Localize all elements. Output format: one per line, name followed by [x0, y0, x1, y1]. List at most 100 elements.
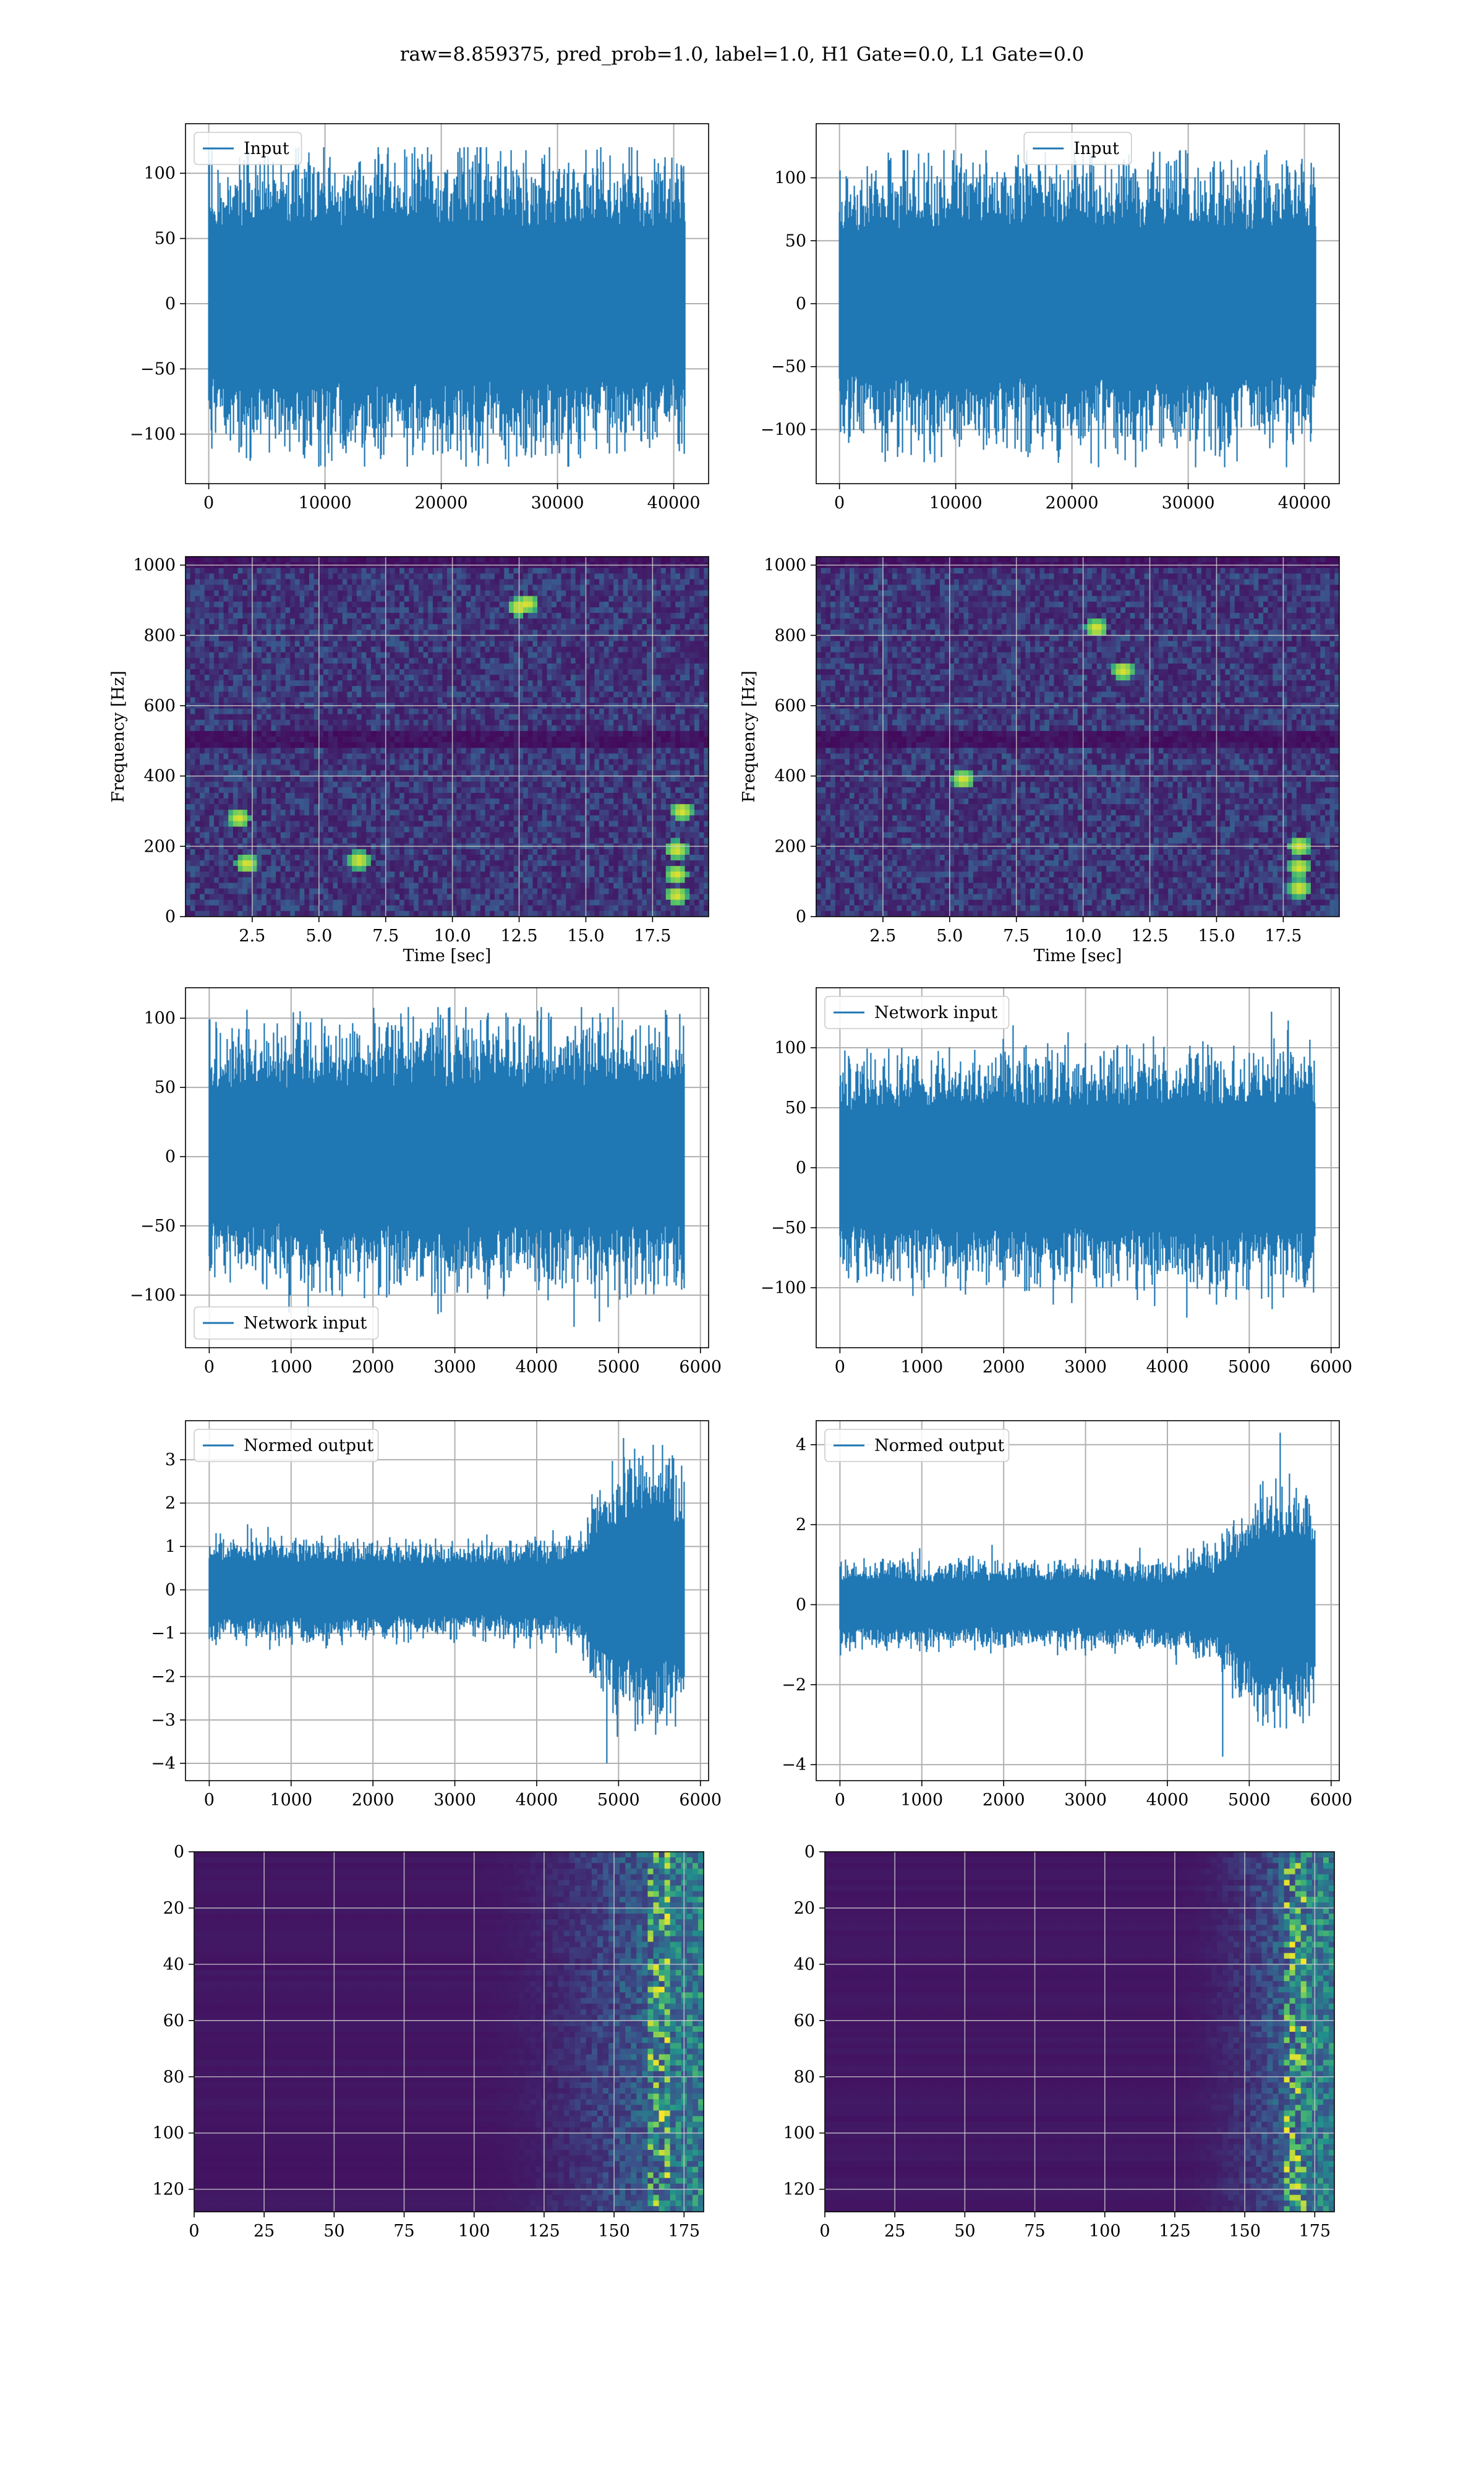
heatmap-cell — [409, 798, 414, 805]
heatmap-cell — [561, 607, 566, 614]
heatmap-cell — [309, 781, 315, 788]
heatmap-cell — [299, 568, 305, 574]
heatmap-cell — [485, 557, 490, 563]
heatmap-cell — [661, 798, 667, 805]
heatmap-cell — [561, 764, 566, 771]
heatmap-cell — [380, 680, 386, 687]
heatmap-cell — [523, 759, 529, 766]
heatmap-cell — [656, 759, 662, 766]
heatmap-cell — [342, 787, 348, 794]
heatmap-cell — [186, 579, 191, 586]
heatmap-cell — [547, 759, 552, 766]
heatmap-cell — [432, 630, 438, 636]
heatmap-cell — [471, 624, 476, 630]
heatmap-cell — [414, 624, 419, 630]
heatmap-cell — [232, 646, 239, 653]
heatmap-cell — [347, 730, 352, 737]
heatmap-cell — [466, 635, 472, 641]
heatmap-cell — [594, 584, 600, 591]
heatmap-cell — [414, 680, 419, 687]
heatmap-cell — [513, 708, 519, 715]
heatmap-cell — [390, 753, 395, 760]
heatmap-cell — [328, 596, 334, 602]
heatmap-cell — [313, 674, 319, 681]
heatmap-cell — [651, 776, 657, 782]
x-tick-label: 40000 — [1278, 494, 1331, 513]
heatmap-cell — [394, 748, 400, 754]
heatmap-cell — [485, 573, 490, 580]
heatmap-cell — [642, 618, 647, 625]
heatmap-cell — [442, 725, 448, 732]
heatmap-cell — [232, 601, 239, 608]
heatmap-cell — [285, 776, 291, 782]
heatmap-cell — [704, 573, 709, 580]
heatmap-cell — [228, 646, 234, 653]
heatmap-cell — [608, 657, 614, 664]
heatmap-cell — [480, 725, 486, 732]
heatmap-cell — [356, 568, 362, 574]
heatmap-cell — [680, 787, 686, 794]
heatmap-cell — [214, 730, 220, 737]
heatmap-cell — [370, 584, 377, 591]
heatmap-cell — [680, 646, 686, 653]
heatmap-cell — [575, 680, 581, 687]
heatmap-cell — [423, 708, 429, 715]
heatmap-cell — [370, 612, 377, 619]
heatmap-cell — [338, 725, 343, 732]
heatmap-cell — [480, 590, 486, 597]
heatmap-cell — [504, 641, 510, 648]
heatmap-cell — [656, 680, 662, 687]
heatmap-cell — [628, 584, 633, 591]
heatmap-cell — [271, 686, 276, 692]
heatmap-cell — [232, 725, 239, 732]
heatmap-cell — [518, 596, 524, 602]
heatmap-cell — [508, 686, 514, 692]
heatmap-cell — [361, 742, 367, 748]
heatmap-cell — [223, 618, 229, 625]
heatmap-cell — [689, 607, 695, 614]
heatmap-cell — [218, 612, 224, 619]
heatmap-cell — [684, 612, 690, 619]
heatmap-cell — [352, 663, 357, 670]
heatmap-cell — [380, 635, 386, 641]
heatmap-cell — [247, 641, 253, 648]
heatmap-cell — [684, 691, 690, 698]
heatmap-cell — [513, 652, 519, 659]
heatmap-cell — [613, 630, 619, 636]
heatmap-cell — [195, 663, 200, 670]
heatmap-cell — [651, 652, 657, 659]
heatmap-cell — [338, 798, 343, 805]
heatmap-cell — [490, 742, 495, 748]
heatmap-cell — [385, 748, 391, 754]
heatmap-cell — [603, 764, 610, 771]
heatmap-cell — [670, 792, 676, 799]
heatmap-cell — [499, 663, 505, 670]
heatmap-cell — [409, 652, 414, 659]
heatmap-cell — [237, 770, 243, 777]
heatmap-cell — [704, 764, 709, 771]
heatmap-cell — [342, 557, 348, 563]
heatmap-cell — [409, 641, 414, 648]
heatmap-cell — [304, 798, 310, 805]
heatmap-cell — [508, 770, 514, 777]
heatmap-cell — [356, 652, 362, 659]
heatmap-cell — [328, 635, 334, 641]
heatmap-cell — [461, 573, 467, 580]
heatmap-cell — [399, 630, 405, 636]
heatmap-cell — [642, 641, 647, 648]
heatmap-cell — [242, 725, 248, 732]
heatmap-cell — [552, 573, 557, 580]
heatmap-cell — [442, 669, 448, 675]
heatmap-cell — [471, 697, 476, 704]
heatmap-cell — [651, 764, 657, 771]
heatmap-cell — [447, 798, 453, 805]
heatmap-cell — [699, 781, 704, 788]
heatmap-cell — [304, 635, 310, 641]
heatmap-cell — [390, 759, 395, 766]
heatmap-cell — [475, 804, 481, 810]
heatmap-cell — [247, 748, 253, 754]
heatmap-cell — [689, 714, 695, 721]
heatmap-cell — [190, 691, 195, 698]
heatmap-cell — [252, 630, 257, 636]
heatmap-cell — [570, 708, 576, 715]
